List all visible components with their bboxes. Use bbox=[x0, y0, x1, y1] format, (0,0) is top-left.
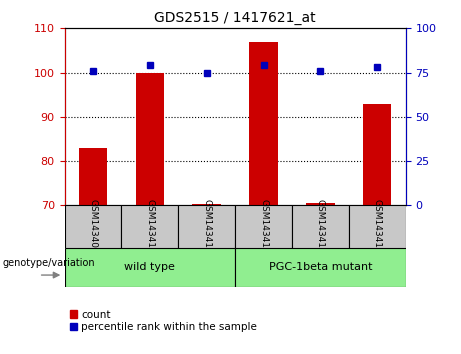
Bar bbox=[65, 248, 235, 287]
Text: GSM143411: GSM143411 bbox=[145, 199, 154, 254]
Bar bbox=[136, 73, 164, 205]
Bar bbox=[349, 205, 406, 248]
Bar bbox=[363, 103, 391, 205]
Title: GDS2515 / 1417621_at: GDS2515 / 1417621_at bbox=[154, 11, 316, 24]
Text: GSM143412: GSM143412 bbox=[202, 199, 211, 254]
Bar bbox=[79, 148, 107, 205]
Bar bbox=[235, 248, 406, 287]
Bar bbox=[193, 204, 221, 205]
Text: GSM143414: GSM143414 bbox=[316, 199, 325, 254]
Text: PGC-1beta mutant: PGC-1beta mutant bbox=[269, 262, 372, 272]
Bar bbox=[65, 205, 121, 248]
Legend: count, percentile rank within the sample: count, percentile rank within the sample bbox=[70, 310, 257, 332]
Text: genotype/variation: genotype/variation bbox=[2, 258, 95, 268]
Bar bbox=[121, 205, 178, 248]
Bar bbox=[249, 41, 278, 205]
Text: GSM143413: GSM143413 bbox=[259, 199, 268, 254]
Bar bbox=[178, 205, 235, 248]
Text: wild type: wild type bbox=[124, 262, 175, 272]
Bar bbox=[306, 203, 335, 205]
Text: GSM143415: GSM143415 bbox=[373, 199, 382, 254]
Bar bbox=[292, 205, 349, 248]
Text: GSM143409: GSM143409 bbox=[89, 199, 97, 254]
Bar bbox=[235, 205, 292, 248]
